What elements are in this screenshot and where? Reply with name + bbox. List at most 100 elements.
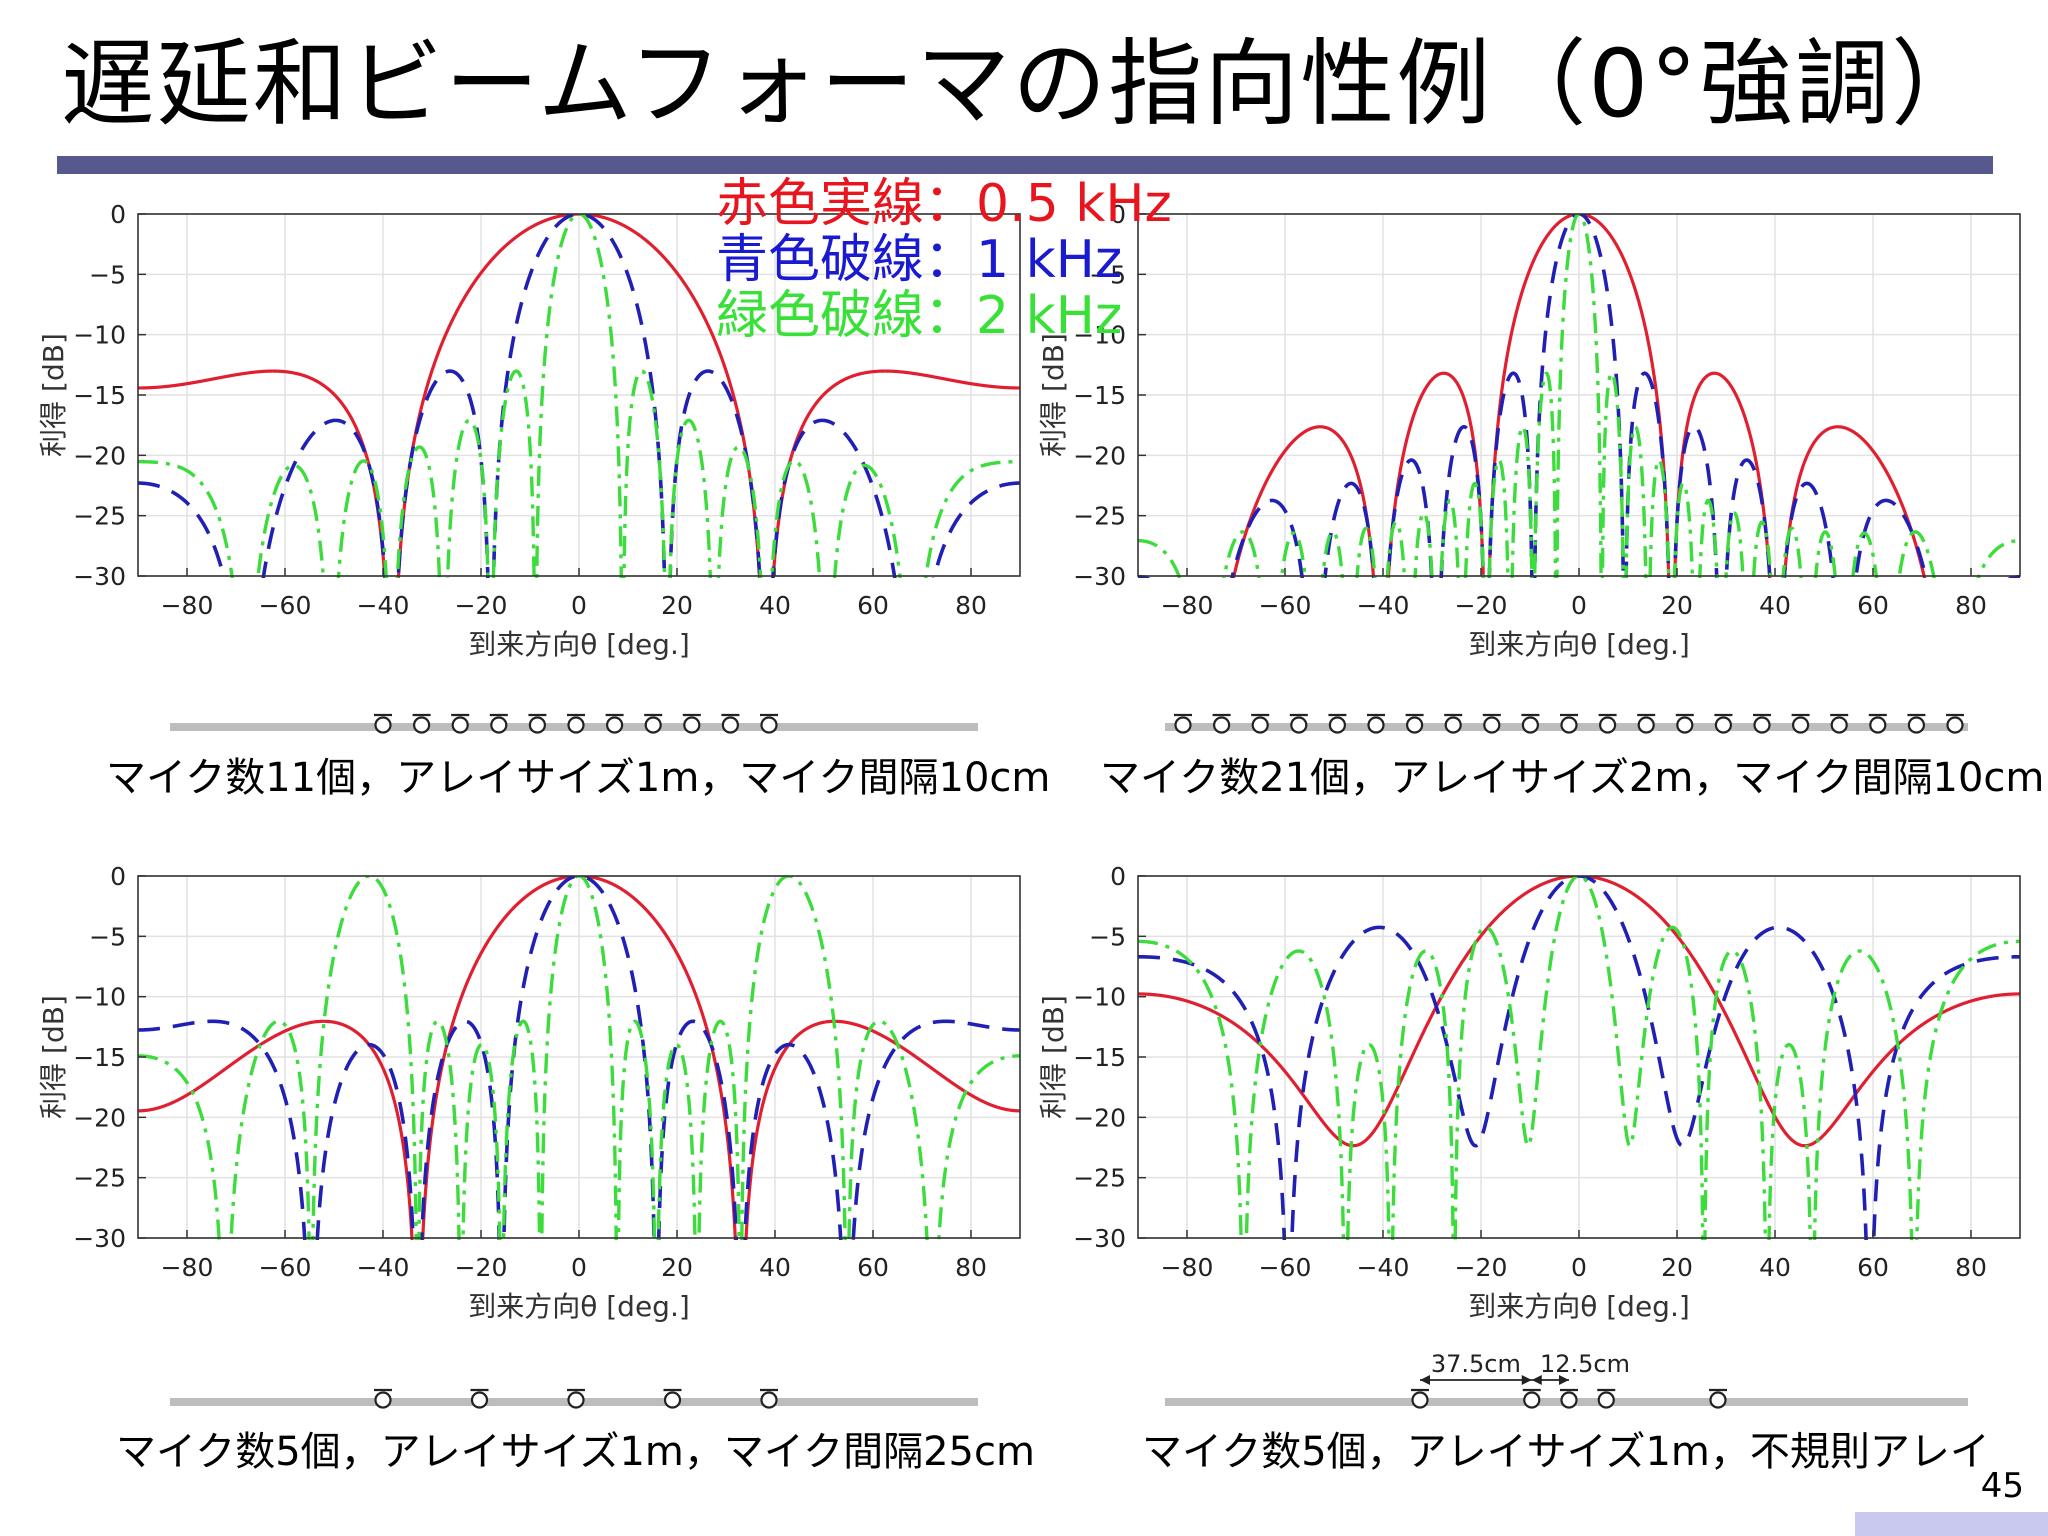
microphone-icon bbox=[1598, 716, 1617, 734]
y-tick-label: −5 bbox=[1089, 260, 1126, 289]
y-axis-label: 利得 [dB] bbox=[1037, 333, 1070, 457]
caption-chart-4: マイク数5個，アレイサイズ1m，不規則アレイ bbox=[1142, 1429, 1990, 1475]
microphone-icon bbox=[605, 716, 624, 734]
y-tick-label: −15 bbox=[1073, 1043, 1126, 1072]
page-title: 遅延和ビームフォーマの指向性例（0°強調） bbox=[60, 30, 1988, 139]
x-tick-label: −40 bbox=[1357, 591, 1410, 620]
x-tick-label: 80 bbox=[1955, 1253, 1987, 1282]
legend-entry-green: 緑色破線：2 kHz bbox=[716, 286, 1123, 346]
chart-irregular-5-mics: −80 −60 −40 −20 0 20 40 60 80 0 −5 −10 −15 −20 −25 −30 到… bbox=[1037, 862, 2021, 1409]
microphone-icon bbox=[1637, 716, 1655, 734]
microphone-icon bbox=[1753, 716, 1771, 734]
microphone-icon bbox=[1328, 716, 1346, 734]
x-tick-label: 0 bbox=[1571, 1253, 1587, 1282]
x-tick-label: −60 bbox=[259, 591, 312, 620]
x-axis-label: 到来方向θ [deg.] bbox=[1468, 628, 1690, 661]
x-tick-label: −40 bbox=[357, 1253, 410, 1282]
microphone-icon bbox=[1946, 716, 1964, 734]
x-tick-label: −80 bbox=[161, 591, 214, 620]
x-tick-label: 40 bbox=[1759, 1253, 1791, 1282]
legend: 赤色実線：0.5 kHz 青色破線：1 kHz 緑色破線：2 kHz bbox=[716, 176, 1172, 344]
chart-uniform-5-mics: −80 −60 −40 −20 0 20 40 60 80 0 −5 −10 −15 −20 −25 −30 到… bbox=[37, 862, 1021, 1409]
microphone-icon bbox=[1521, 716, 1539, 734]
microphone-icon bbox=[1714, 716, 1733, 734]
x-tick-label: −80 bbox=[161, 1253, 214, 1282]
y-tick-label: −10 bbox=[73, 983, 126, 1012]
x-tick-label: 60 bbox=[857, 591, 889, 620]
series-line-500hz bbox=[138, 876, 1020, 1240]
y-tick-label: −30 bbox=[73, 562, 126, 591]
y-tick-label: −30 bbox=[1073, 562, 1126, 591]
y-tick-label: −25 bbox=[1073, 502, 1126, 531]
y-tick-label: −20 bbox=[1073, 441, 1126, 470]
y-tick-label: 0 bbox=[110, 862, 126, 891]
y-tick-label: −20 bbox=[73, 441, 126, 470]
x-tick-label: 40 bbox=[1759, 591, 1791, 620]
x-tick-label: 60 bbox=[1857, 591, 1889, 620]
microphone-icon bbox=[644, 716, 662, 734]
x-tick-label: 40 bbox=[759, 1253, 791, 1282]
microphone-icon bbox=[374, 1391, 392, 1409]
y-tick-label: −15 bbox=[73, 381, 126, 410]
x-tick-label: 60 bbox=[1857, 1253, 1889, 1282]
x-tick-label: 20 bbox=[661, 591, 693, 620]
microphone-icon bbox=[1597, 1391, 1615, 1409]
x-tick-label: 80 bbox=[1955, 591, 1987, 620]
series-line-500hz bbox=[1138, 876, 2020, 1148]
microphone-icon bbox=[1709, 1391, 1727, 1409]
x-tick-label: −20 bbox=[1455, 591, 1508, 620]
x-tick-label: 40 bbox=[759, 591, 791, 620]
x-tick-label: 60 bbox=[857, 1253, 889, 1282]
x-tick-label: −40 bbox=[357, 591, 410, 620]
y-tick-label: −30 bbox=[73, 1224, 126, 1253]
microphone-icon bbox=[1676, 716, 1694, 734]
y-tick-label: −15 bbox=[1073, 381, 1126, 410]
y-tick-label: −10 bbox=[73, 321, 126, 350]
series-line-2000hz bbox=[138, 214, 1020, 578]
y-tick-label: −10 bbox=[1073, 321, 1126, 350]
microphone-icon bbox=[1560, 1391, 1578, 1409]
microphone-icon bbox=[1251, 716, 1269, 734]
y-tick-label: −10 bbox=[1073, 983, 1126, 1012]
microphone-icon bbox=[1523, 1391, 1541, 1409]
x-tick-label: 80 bbox=[955, 591, 987, 620]
y-tick-label: −20 bbox=[1073, 1103, 1126, 1132]
y-tick-label: −5 bbox=[89, 260, 126, 289]
x-tick-label: −60 bbox=[259, 1253, 312, 1282]
x-tick-label: −80 bbox=[1161, 1253, 1214, 1282]
microphone-icon bbox=[1907, 716, 1926, 734]
chart-uniform-21-mics: −80 −60 −40 −20 0 20 40 60 80 0 −5 −10 −15 −20 −25 −30 到… bbox=[1037, 200, 2021, 734]
y-tick-label: −25 bbox=[73, 1164, 126, 1193]
legend-entry-red: 赤色実線：0.5 kHz bbox=[716, 174, 1172, 234]
microphone-icon bbox=[413, 716, 431, 734]
y-tick-label: −15 bbox=[73, 1043, 126, 1072]
microphone-icon bbox=[663, 1391, 682, 1409]
series-line-500hz bbox=[138, 214, 1020, 578]
y-tick-label: −25 bbox=[1073, 1164, 1126, 1193]
x-axis-label: 到来方向θ [deg.] bbox=[468, 628, 690, 661]
x-tick-label: −60 bbox=[1259, 591, 1312, 620]
x-tick-label: −40 bbox=[1357, 1253, 1410, 1282]
microphone-icon bbox=[760, 716, 778, 734]
legend-entry-blue: 青色破線：1 kHz bbox=[716, 230, 1123, 290]
x-tick-label: 0 bbox=[1571, 591, 1587, 620]
series-line-2000hz bbox=[1138, 214, 2020, 578]
corner-decoration bbox=[1855, 1512, 2048, 1536]
x-tick-label: 20 bbox=[661, 1253, 693, 1282]
y-tick-label: 0 bbox=[1110, 862, 1126, 891]
microphone-icon bbox=[1213, 716, 1231, 734]
y-tick-label: 0 bbox=[110, 200, 126, 229]
y-tick-label: −5 bbox=[89, 922, 126, 951]
microphone-icon bbox=[1869, 716, 1887, 734]
title-underline-bar bbox=[57, 156, 1993, 174]
x-tick-label: −20 bbox=[455, 591, 508, 620]
dimension-arrow-37-head-left bbox=[1420, 1375, 1430, 1385]
microphone-icon bbox=[1411, 1391, 1429, 1409]
microphone-icon bbox=[1791, 716, 1810, 734]
caption-chart-3: マイク数5個，アレイサイズ1m，マイク間隔25cm bbox=[116, 1429, 1035, 1475]
microphone-icon bbox=[567, 716, 585, 734]
microphone-icon bbox=[721, 716, 740, 734]
x-axis-label: 到来方向θ [deg.] bbox=[1468, 1290, 1690, 1323]
x-axis-label: 到来方向θ [deg.] bbox=[468, 1290, 690, 1323]
y-axis-label: 利得 [dB] bbox=[37, 995, 70, 1119]
